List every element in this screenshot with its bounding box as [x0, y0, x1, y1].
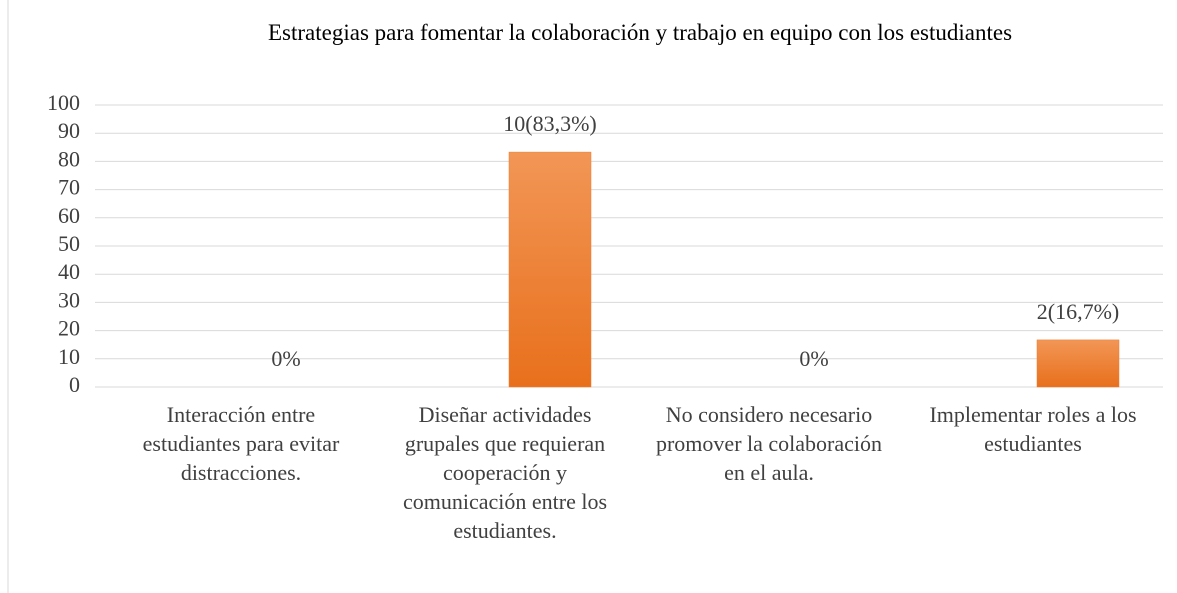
value-label: 10(83,3%) [503, 111, 596, 136]
y-tick-label: 100 [47, 90, 80, 115]
chart-title: Estrategias para fomentar la colaboració… [267, 20, 1013, 45]
y-tick-label: 20 [58, 316, 80, 341]
x-tick-label: No considero necesario promover la colab… [655, 402, 882, 485]
y-tick-label: 60 [58, 203, 80, 228]
x-tick-label: Diseñar actividades grupales que requier… [402, 402, 608, 543]
y-tick-label: 0 [69, 372, 80, 397]
x-tick-label: Interacción entre estudiantes para evita… [142, 402, 340, 485]
y-tick-label: 30 [58, 287, 80, 312]
value-label: 0% [799, 346, 828, 371]
y-tick-label: 80 [58, 146, 80, 171]
value-label: 0% [271, 346, 300, 371]
value-label: 2(16,7%) [1037, 299, 1119, 324]
bar [1036, 339, 1120, 388]
y-tick-label: 70 [58, 175, 80, 200]
x-tick-label: Implementar roles a los estudiantes [929, 402, 1137, 456]
y-tick-label: 90 [58, 118, 80, 143]
y-tick-label: 40 [58, 259, 80, 284]
bar [508, 151, 592, 388]
y-tick-label: 50 [58, 231, 80, 256]
y-tick-label: 10 [58, 344, 80, 369]
